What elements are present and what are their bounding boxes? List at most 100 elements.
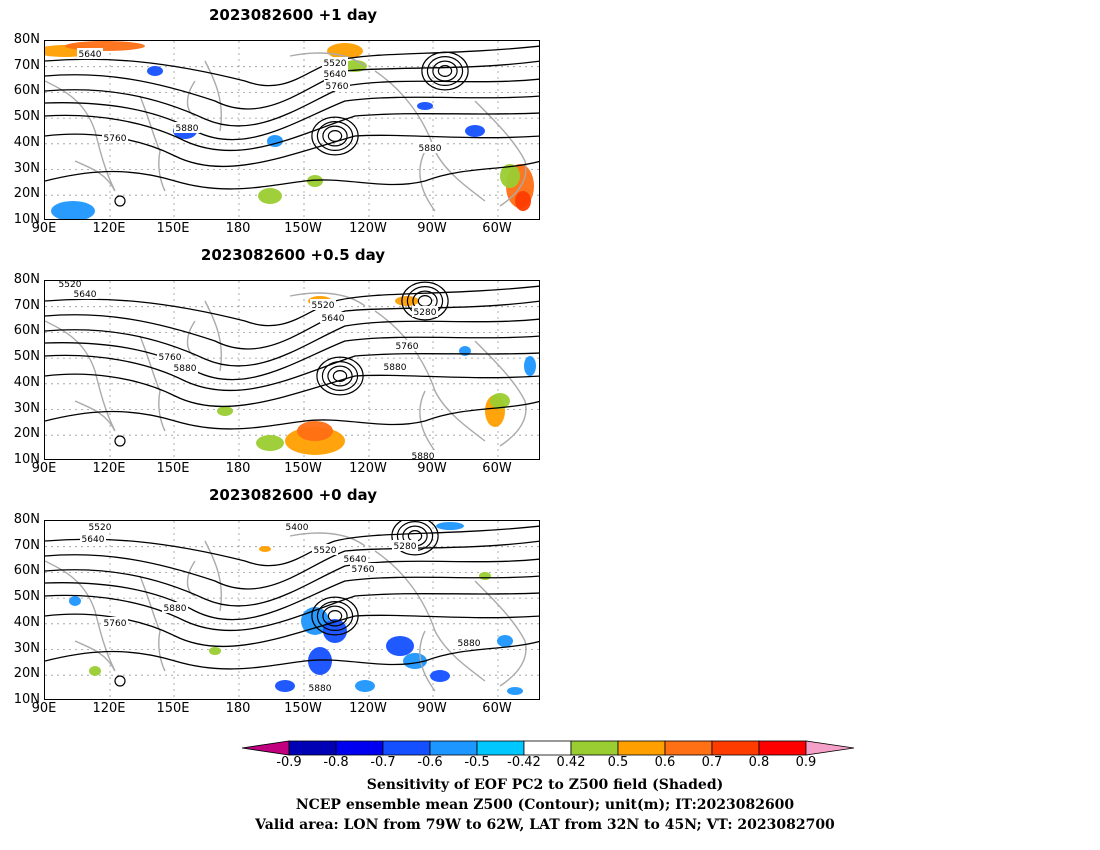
contour-label-bg	[412, 306, 438, 317]
contour-label-bg	[80, 533, 106, 544]
lat-tick-label: 80N	[13, 272, 40, 287]
closed-contour	[327, 129, 343, 142]
shaded-region	[307, 175, 323, 187]
contour-label: 5640	[324, 70, 347, 80]
lat-tick-label: 40N	[13, 134, 40, 150]
shaded-region	[515, 191, 531, 211]
z500-contour	[45, 112, 539, 152]
contour-label: 5880	[164, 604, 187, 614]
contour-label: 5880	[309, 684, 332, 694]
contour-label-bg	[77, 48, 103, 59]
map-panel-2: 5520 5640 5520 5280 5640 5760 5760 5880 5880 5880	[44, 280, 540, 460]
contour-label-bg	[324, 80, 350, 91]
colorbar-tick-label: -0.8	[323, 755, 349, 770]
closed-contour	[327, 365, 353, 387]
contour-label: 5760	[104, 619, 127, 629]
closed-contour	[407, 530, 423, 543]
colorbar-segment	[758, 740, 807, 756]
colorbar-tick-label: 0.42	[556, 755, 586, 770]
contour-label-bg	[72, 288, 98, 299]
closed-contour	[114, 675, 126, 687]
colorbar-tick-label: 0.5	[607, 755, 629, 770]
shaded-region	[89, 666, 101, 676]
coastline	[289, 292, 366, 307]
contour-label: 5880	[412, 452, 435, 460]
z500-contour	[45, 78, 539, 127]
closed-contour	[401, 281, 449, 321]
lat-tick-label: 70N	[13, 57, 40, 73]
contour-label-bg	[284, 521, 310, 532]
lon-tick-label: 150E	[156, 221, 190, 236]
contour-label-bg	[57, 281, 83, 289]
contour-label: 5760	[396, 342, 419, 352]
lon-tick-label: 60W	[482, 221, 512, 236]
contour-label: 5280	[394, 542, 417, 552]
lon-tick-label: 150E	[156, 461, 190, 476]
closed-contour	[114, 435, 126, 447]
coastline	[474, 580, 527, 687]
z500-contour	[45, 640, 539, 670]
contour-label-bg	[417, 142, 443, 153]
z500-contour	[45, 318, 539, 367]
closed-contour	[426, 56, 464, 86]
colorbar-tick-label: -0.42	[507, 755, 541, 770]
contour-label-bg	[102, 132, 128, 143]
colorbar-segment	[523, 740, 572, 756]
coastline	[374, 310, 486, 452]
contour-label-bg	[174, 122, 200, 133]
closed-contour	[114, 195, 126, 207]
z500-contour	[45, 60, 539, 110]
lon-tick-label: 150W	[284, 461, 322, 476]
contour-label-bg	[87, 521, 113, 532]
closed-contour	[321, 360, 359, 391]
lat-tick-label: 40N	[13, 614, 40, 630]
lon-tick-label: 90E	[31, 461, 57, 476]
z500-contour	[45, 540, 539, 590]
lat-tick-label: 50N	[13, 589, 40, 605]
map-panel-1: 5640 5520 5640 5760 5760 5880 5880	[44, 40, 540, 220]
contour-label: 5760	[326, 82, 349, 92]
lon-tick-label: 150W	[284, 221, 322, 236]
lat-tick-label: 30N	[13, 400, 40, 416]
lon-tick-label: 90W	[417, 221, 447, 236]
lat-tick-label: 70N	[13, 297, 40, 313]
lat-tick-label: 10N	[13, 211, 40, 227]
coastline	[289, 532, 366, 547]
colorbar-tick-label: 0.9	[795, 755, 817, 770]
lat-tick-label: 80N	[13, 512, 40, 527]
contour-label: 5880	[419, 144, 442, 154]
z500-contour	[45, 45, 539, 87]
contour-label: 5880	[384, 363, 407, 373]
lat-tick-label: 30N	[13, 160, 40, 176]
contour-label-bg	[312, 544, 338, 555]
contour-label-bg	[307, 682, 333, 693]
contour-label-bg	[350, 563, 376, 574]
colorbar-tick-label: 0.7	[701, 755, 723, 770]
lon-tick-label: 150W	[284, 701, 322, 716]
contour-label: 5760	[159, 353, 182, 363]
colorbar-segment	[429, 740, 478, 756]
contour-label: 5640	[322, 314, 345, 324]
z500-contour	[45, 285, 539, 327]
shaded-region	[490, 393, 510, 409]
coastline	[139, 575, 166, 672]
contour-label: 5520	[324, 59, 347, 69]
z500-contour	[45, 160, 539, 190]
contour-label: 5880	[174, 364, 197, 374]
shaded-region	[500, 164, 520, 188]
contour-label: 5640	[74, 290, 97, 300]
lon-tick-label: 120W	[349, 461, 387, 476]
z500-contour	[45, 592, 539, 632]
panel-title-1: 2023082600 +1 day	[209, 6, 377, 24]
lon-tick-label: 180	[225, 701, 251, 716]
map-canvas-3: 5520564054005280552056405760588057605880…	[45, 521, 539, 699]
lat-tick-label: 50N	[13, 109, 40, 125]
lon-tick-label: 60W	[482, 461, 512, 476]
panel-title-3: 2023082600 +0 day	[209, 486, 377, 504]
contour-label: 5760	[104, 134, 127, 144]
closed-contour	[332, 369, 348, 382]
shaded-region	[386, 636, 414, 656]
lat-tick-label: 20N	[13, 186, 40, 202]
z500-contour	[45, 400, 539, 430]
closed-contour	[421, 51, 469, 91]
